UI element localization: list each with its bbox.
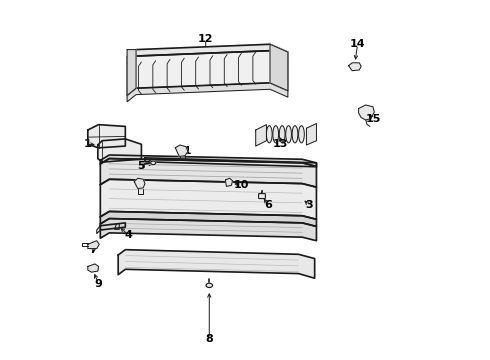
Ellipse shape	[292, 126, 298, 143]
Polygon shape	[306, 123, 317, 145]
Polygon shape	[98, 139, 142, 162]
Ellipse shape	[298, 126, 304, 143]
Text: 4: 4	[125, 230, 133, 240]
Polygon shape	[127, 50, 136, 95]
Text: 15: 15	[366, 114, 381, 124]
Polygon shape	[359, 105, 374, 120]
Text: 13: 13	[273, 139, 289, 149]
Polygon shape	[100, 158, 317, 187]
Ellipse shape	[206, 283, 213, 288]
Ellipse shape	[286, 126, 292, 143]
Polygon shape	[127, 51, 288, 95]
Polygon shape	[88, 125, 125, 148]
Text: 8: 8	[205, 334, 213, 344]
Polygon shape	[127, 44, 288, 63]
Polygon shape	[118, 249, 315, 278]
FancyBboxPatch shape	[259, 194, 266, 199]
Text: 11: 11	[176, 147, 192, 157]
Text: 5: 5	[138, 161, 145, 171]
Polygon shape	[270, 44, 288, 91]
Ellipse shape	[273, 126, 279, 143]
Polygon shape	[100, 155, 317, 166]
Polygon shape	[175, 145, 188, 157]
Ellipse shape	[279, 126, 285, 143]
Text: 6: 6	[264, 200, 272, 210]
Polygon shape	[225, 178, 232, 186]
Ellipse shape	[151, 161, 156, 165]
Polygon shape	[100, 219, 317, 241]
Polygon shape	[100, 179, 317, 219]
Polygon shape	[88, 241, 99, 249]
Polygon shape	[256, 125, 267, 146]
Polygon shape	[348, 63, 361, 71]
Text: 2: 2	[134, 179, 142, 189]
Polygon shape	[88, 264, 98, 272]
Text: 14: 14	[350, 39, 366, 49]
Text: 9: 9	[95, 279, 102, 289]
Text: 12: 12	[198, 34, 214, 44]
Text: 1: 1	[84, 139, 92, 149]
Polygon shape	[145, 158, 317, 167]
Text: 3: 3	[305, 200, 313, 210]
Text: 7: 7	[89, 245, 97, 255]
Text: 10: 10	[234, 180, 249, 190]
Polygon shape	[100, 211, 317, 226]
Polygon shape	[100, 223, 125, 230]
Polygon shape	[127, 83, 288, 102]
Ellipse shape	[267, 126, 272, 143]
Polygon shape	[134, 178, 145, 189]
